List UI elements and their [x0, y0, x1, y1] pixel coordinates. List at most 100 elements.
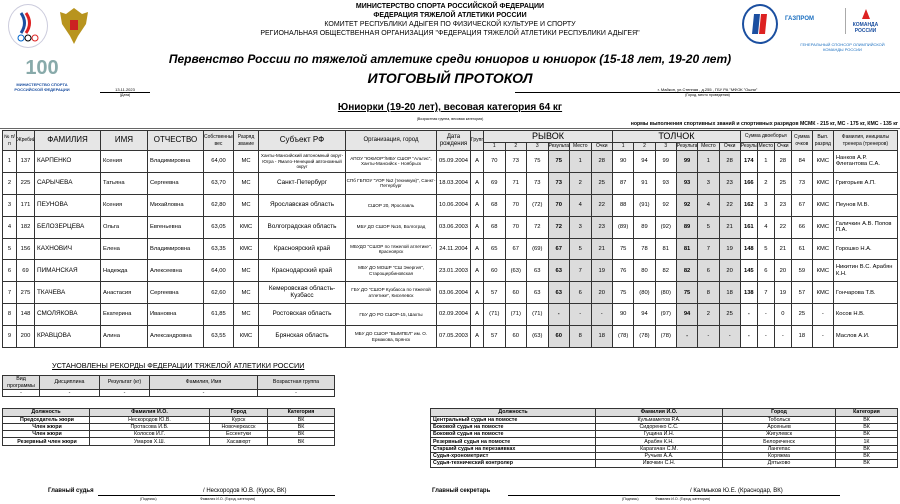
- bodyweight: 64,00: [203, 150, 234, 173]
- snatch-cell: 73: [526, 171, 549, 195]
- jury-cell: Член жюри: [2, 430, 90, 439]
- lot-number: 69: [16, 259, 35, 283]
- region: Брянская область: [258, 325, 346, 349]
- jury-cell: ВК: [267, 430, 335, 439]
- cj-cell: 22: [718, 193, 741, 217]
- athlete-patronymic: Владимировна: [147, 237, 204, 261]
- jury-cell: Член жюри: [2, 422, 90, 432]
- total-cell: 7: [756, 281, 775, 305]
- ministry-caption: МИНИСТЕРСТВО СПОРТА РОССИЙСКОЙ ФЕДЕРАЦИИ: [14, 82, 70, 92]
- organization: СПб ГБПОУ "УОР №2 (техникум)", Санкт-Пет…: [345, 171, 437, 195]
- athlete-surname: ПИМАНСКАЯ: [34, 259, 101, 283]
- cj-cell: 92: [654, 193, 677, 217]
- cj-cell: 2: [697, 303, 720, 327]
- place-value: г. Майкоп, ул.Степная , д.255 , ГБУ РА "…: [515, 87, 900, 93]
- athlete-surname: ТКАЧЕВА: [34, 281, 101, 305]
- lot-number: 171: [16, 193, 35, 217]
- region: Ханты-Мансийский автономный округ-Югра -…: [258, 150, 346, 173]
- jury-row: Член жюри Колосов И.Г. Ессентуки ВК: [2, 430, 335, 439]
- jury-cell: ВК: [267, 437, 335, 446]
- cj-cell: 19: [718, 237, 741, 261]
- rank-done: КМС: [811, 193, 834, 217]
- chief-judge-label: Главный судья: [48, 488, 94, 494]
- total-cell: 161: [739, 215, 758, 239]
- bodyweight: 63,05: [203, 215, 234, 239]
- sport-rank: МС: [233, 259, 259, 283]
- col-patronymic: ОТЧЕСТВО: [147, 130, 204, 151]
- total-cell: 0: [773, 303, 792, 327]
- cj-cell: 75: [612, 281, 635, 305]
- athlete-row: 6 69 ПИМАНСКАЯ Надежда Алексеевна 64,00 МС Крас…: [2, 259, 899, 283]
- group: А: [470, 237, 484, 261]
- rank-done: КМС: [811, 281, 834, 305]
- team-russia-logo: КОМАНДА РОССИИ: [845, 8, 885, 34]
- snatch-cell: 60: [547, 325, 570, 349]
- col-num: № п/п: [2, 130, 17, 151]
- snatch-cell: 28: [590, 150, 614, 173]
- place-number: 3: [2, 193, 17, 217]
- coach: Нанков А.Р. Флегантова С.А.: [832, 150, 899, 173]
- lot-number: 137: [16, 150, 35, 173]
- col-surname: ФАМИЛИЯ: [34, 130, 101, 151]
- jury-cell: Протасова И.В.: [89, 422, 210, 432]
- col-group: Группа: [470, 130, 484, 151]
- cj-cell: 75: [675, 281, 699, 305]
- snatch-cell: 21: [590, 237, 614, 261]
- snatch-cell: 67: [547, 237, 570, 261]
- total-result-header: Результат: [739, 142, 758, 151]
- judges-cell: Центральный судья на помосте: [430, 415, 596, 424]
- rank-done: -: [811, 303, 834, 327]
- organization: ГБУ ДО "СШОР Кузбасса по тяжелой атлетик…: [345, 281, 437, 305]
- birth-date: 03.06.2004: [436, 281, 471, 305]
- judges-cell: ВК: [835, 459, 898, 468]
- athlete-surname: САРЫЧЕВА: [34, 171, 101, 195]
- total-cell: 23: [773, 193, 792, 217]
- col-snatch: РЫВОК: [482, 130, 614, 143]
- birth-date: 10.06.2004: [436, 193, 471, 217]
- col-coach: Фамилия, инициалы тренера (тренеров): [832, 130, 899, 151]
- snatch-cell: 63: [547, 281, 570, 305]
- judges-cell: Арсеньев: [722, 422, 836, 432]
- total-cell: 3: [756, 193, 775, 217]
- header-line4: РЕГИОНАЛЬНАЯ ОБЩЕСТВЕННАЯ ОРГАНИЗАЦИЯ "Ф…: [260, 30, 640, 37]
- cj-result-header: Результат: [675, 142, 699, 151]
- group: А: [470, 281, 484, 305]
- date-value: 13.11.2023: [100, 87, 150, 93]
- judges-cell: 1К: [835, 437, 898, 446]
- judges-cell: Судья-хронометрист: [430, 451, 596, 461]
- total-cell: 1: [756, 150, 775, 173]
- athlete-name: Татьяна: [100, 171, 148, 195]
- points-sum: 67: [790, 193, 813, 217]
- judges-cell: Сидоренко С.С.: [595, 422, 723, 432]
- total-cell: 166: [739, 171, 758, 195]
- cj-cell: (97): [654, 303, 677, 327]
- judges-cell: Тобольск: [722, 415, 836, 424]
- cj-cell: 4: [697, 193, 720, 217]
- total-cell: 148: [739, 237, 758, 261]
- total-cell: 138: [739, 281, 758, 305]
- snatch-cell: 70: [483, 150, 506, 173]
- cj-a1-header: 1: [612, 142, 635, 151]
- jury-cell: Резервный член жюри: [2, 437, 90, 446]
- judges-row: Резервный судья на помосте Арабян К.Н. Бел…: [430, 437, 898, 446]
- snatch-cell: 20: [590, 281, 614, 305]
- snatch-a3-header: 3: [526, 142, 549, 151]
- snatch-cell: 73: [504, 150, 527, 173]
- athlete-name: Алина: [100, 325, 148, 349]
- cj-cell: 23: [718, 171, 741, 195]
- jury-cell: Курск: [209, 415, 268, 424]
- judges-cell: Ивочкин С.Н.: [595, 459, 723, 468]
- rank-done: -: [811, 325, 834, 349]
- snatch-cell: (72): [526, 193, 549, 217]
- cj-cell: -: [675, 325, 699, 349]
- cj-cell: 94: [633, 303, 656, 327]
- cj-cell: (80): [654, 281, 677, 305]
- cj-cell: -: [697, 325, 720, 349]
- athlete-name: Елена: [100, 237, 148, 261]
- judges-cell: Коряжма: [722, 451, 836, 461]
- col-points-sum: Сумма очков: [790, 130, 813, 151]
- cj-cell: (91): [633, 193, 656, 217]
- jury-cell: Ессентуки: [209, 430, 268, 439]
- birth-date: 02.09.2004: [436, 303, 471, 327]
- judges-row: Центральный судья на помосте Кульмаметов …: [430, 415, 898, 424]
